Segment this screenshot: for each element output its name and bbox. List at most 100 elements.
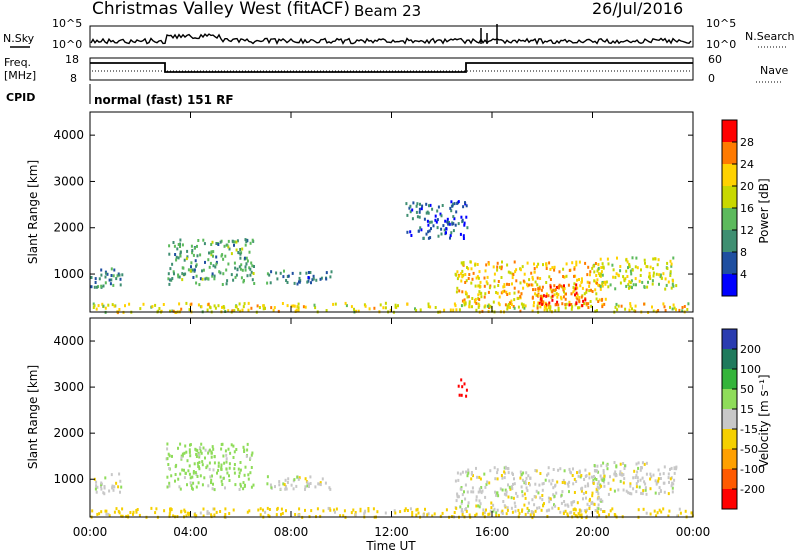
heatmap-cell <box>211 274 214 278</box>
heatmap-cell <box>195 514 198 518</box>
heatmap-cell <box>634 476 637 479</box>
heatmap-cell <box>459 232 462 236</box>
heatmap-cell <box>601 305 604 309</box>
heatmap-cell <box>170 474 173 478</box>
heatmap-cell <box>641 476 644 480</box>
heatmap-cell <box>614 305 617 309</box>
heatmap-cell <box>458 393 461 397</box>
heatmap-cell <box>168 512 171 516</box>
heatmap-cell <box>578 299 581 303</box>
heatmap-cell <box>651 279 654 283</box>
heatmap-cell <box>441 204 444 207</box>
heatmap-cell <box>294 513 297 516</box>
heatmap-cell <box>329 508 332 512</box>
heatmap-cell <box>183 476 186 480</box>
heatmap-cell <box>183 258 186 262</box>
heatmap-cell <box>344 301 347 305</box>
colorbar-swatch <box>722 469 737 490</box>
heatmap-cell <box>427 305 430 309</box>
heatmap-cell <box>284 485 287 488</box>
heatmap-cell <box>215 255 218 259</box>
heatmap-cell <box>603 474 606 478</box>
heatmap-cell <box>536 306 539 310</box>
heatmap-cell <box>202 268 205 272</box>
heatmap-cell <box>591 266 594 270</box>
heatmap-cell <box>578 278 580 281</box>
heatmap-cell <box>478 499 481 503</box>
heatmap-cell <box>671 282 674 286</box>
heatmap-cell <box>468 302 471 306</box>
heatmap-cell <box>409 230 412 234</box>
heatmap-cell <box>599 474 602 478</box>
heatmap-cell <box>524 304 527 308</box>
heatmap-cell <box>644 261 646 265</box>
heatmap-cell <box>592 482 595 485</box>
heatmap-cell <box>266 281 269 285</box>
heatmap-cell <box>567 504 570 508</box>
heatmap-cell <box>187 513 190 517</box>
heatmap-cell <box>278 480 281 484</box>
heatmap-cell <box>226 243 229 247</box>
heatmap-cell <box>549 278 552 281</box>
heatmap-cell <box>652 257 655 261</box>
heatmap-cell <box>545 294 548 298</box>
heatmap-cell <box>649 487 652 491</box>
heatmap-cell <box>622 473 625 477</box>
heatmap-cell <box>548 500 551 504</box>
heatmap-cell <box>672 279 674 283</box>
heatmap-cell <box>214 265 217 269</box>
heatmap-cell <box>101 302 104 306</box>
heatmap-cell <box>192 253 195 257</box>
heatmap-cell <box>585 516 588 520</box>
heatmap-cell <box>553 268 556 272</box>
heatmap-cell <box>684 509 687 513</box>
heatmap-cell <box>622 462 625 465</box>
heatmap-cell <box>235 448 238 451</box>
heatmap-cell <box>293 281 296 285</box>
heatmap-cell <box>541 488 544 492</box>
heatmap-cell <box>418 207 421 211</box>
heatmap-cell <box>578 260 581 264</box>
heatmap-cell <box>201 460 204 464</box>
heatmap-cell <box>213 304 216 308</box>
heatmap-cell <box>234 483 237 487</box>
heatmap-cell <box>630 272 633 276</box>
heatmap-cell <box>469 260 472 264</box>
heatmap-cell <box>476 275 479 279</box>
heatmap-cell <box>270 485 273 489</box>
heatmap-cell <box>244 238 247 242</box>
heatmap-cell <box>570 292 573 296</box>
heatmap-cell <box>238 302 241 306</box>
heatmap-cell <box>551 478 554 482</box>
heatmap-cell <box>483 295 486 299</box>
heatmap-cell <box>537 294 540 298</box>
heatmap-cell <box>239 256 242 260</box>
heatmap-cell <box>531 510 534 514</box>
heatmap-cell <box>465 279 468 283</box>
heatmap-cell <box>212 264 215 268</box>
heatmap-cell <box>243 473 246 477</box>
heatmap-cell <box>172 514 175 518</box>
heatmap-cell <box>637 466 640 470</box>
heatmap-cell <box>480 491 483 495</box>
heatmap-cell <box>520 473 523 477</box>
heatmap-cell <box>425 202 428 206</box>
heatmap-cell <box>171 454 173 458</box>
heatmap-cell <box>426 219 429 223</box>
heatmap-cell <box>428 204 430 208</box>
heatmap-cell <box>573 477 576 481</box>
heatmap-cell <box>524 482 527 486</box>
heatmap-cell <box>635 256 638 260</box>
heatmap-cell <box>522 279 525 283</box>
heatmap-cell <box>683 305 686 308</box>
heatmap-cell <box>531 277 534 281</box>
heatmap-cell <box>547 294 550 298</box>
heatmap-cell <box>548 261 551 265</box>
heatmap-cell <box>662 481 665 485</box>
heatmap-cell <box>487 262 490 266</box>
heatmap-cell <box>517 296 520 300</box>
heatmap-cell <box>490 501 493 505</box>
heatmap-cell <box>219 271 222 275</box>
heatmap-cell <box>591 290 594 293</box>
heatmap-cell <box>198 283 201 287</box>
